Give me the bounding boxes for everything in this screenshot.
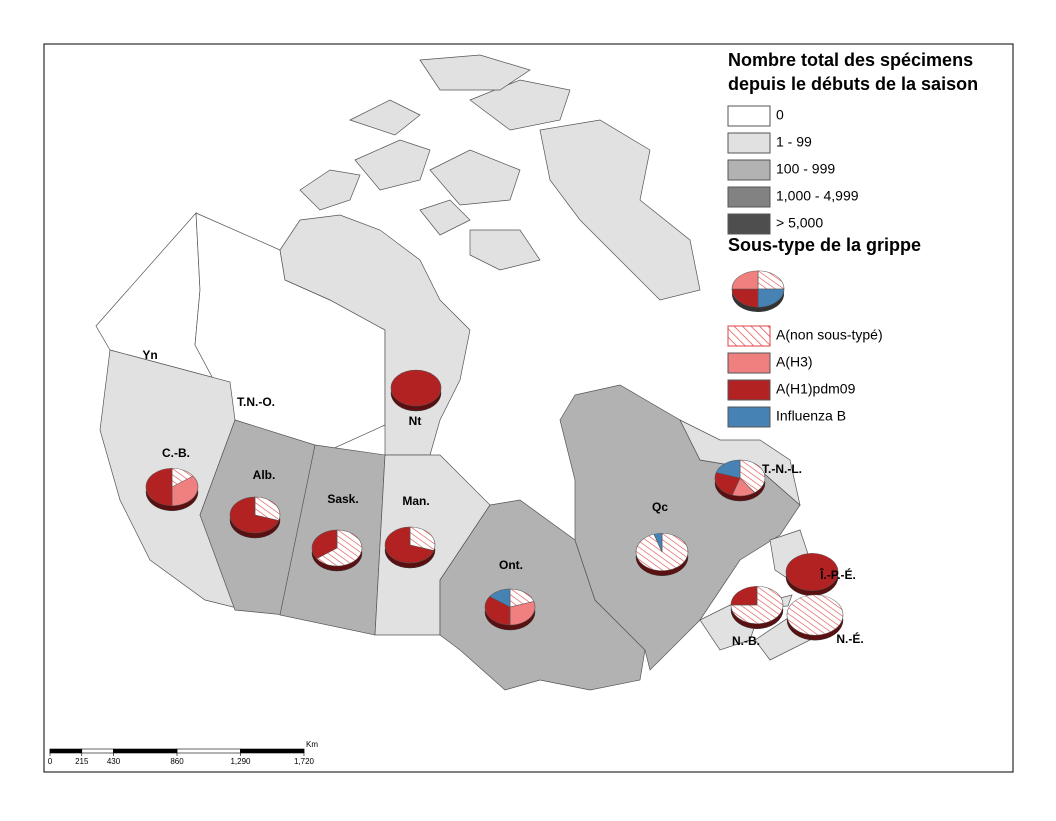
- region-label: T.N.-O.: [237, 395, 275, 409]
- pie-slice: [739, 459, 766, 493]
- pie: [145, 468, 199, 506]
- region-label: N.-É.: [836, 631, 863, 646]
- legend-swatch: [727, 132, 771, 154]
- pie-slice: [384, 526, 435, 564]
- legend-label: > 5,000: [776, 215, 823, 231]
- scale-label: 430: [107, 757, 121, 766]
- legend-pie-slice: [731, 270, 759, 290]
- region-label: Nt: [409, 414, 422, 428]
- pie: [635, 533, 689, 571]
- pie: [229, 496, 281, 534]
- pie-slice: [484, 596, 511, 626]
- pie-slice: [714, 472, 741, 496]
- pie-slice: [653, 533, 663, 553]
- pie: [311, 529, 363, 567]
- pie-slice: [730, 586, 758, 606]
- scale-segment: [176, 748, 241, 754]
- region-label: Sask.: [327, 492, 358, 506]
- pie: [785, 553, 839, 591]
- scale-label: 0: [48, 757, 53, 766]
- pie-slice: [489, 588, 511, 608]
- pie-slice: [316, 529, 363, 567]
- legend-label: A(H1)pdm09: [776, 381, 856, 397]
- scale-segment: [81, 748, 114, 754]
- region-label: Ont.: [499, 558, 523, 572]
- land: [299, 54, 701, 301]
- scale-label: 1,720: [294, 757, 315, 766]
- legend-label: 1 - 99: [776, 134, 812, 150]
- pie: [484, 588, 536, 626]
- scale-unit: Km: [306, 740, 318, 749]
- legend-pie-slice: [757, 270, 785, 290]
- legend-label: A(non sous-typé): [776, 327, 883, 343]
- legend-title: Nombre total des spécimens: [728, 50, 973, 70]
- legend-swatch: [727, 159, 771, 181]
- legend-title: depuis le débuts de la saison: [728, 74, 978, 94]
- legend-pie-slice: [731, 288, 759, 308]
- legend-swatch: [727, 186, 771, 208]
- region-label: Alb.: [253, 468, 276, 482]
- pie-slice: [145, 468, 173, 506]
- region-label: N.-B.: [732, 634, 760, 648]
- region-label: Man.: [402, 494, 429, 508]
- pie-slice: [785, 553, 839, 591]
- legend-swatch: [727, 105, 771, 127]
- pie-slice: [409, 526, 436, 551]
- legend-swatch: [727, 352, 771, 374]
- region-label: Qc: [652, 500, 668, 514]
- region-label: T.-N.-L.: [762, 462, 802, 476]
- legend-pie-slice: [757, 288, 785, 308]
- legend-label: Influenza B: [776, 408, 846, 424]
- legend-swatch: [727, 406, 771, 428]
- pie: [730, 586, 784, 624]
- legend-label: A(H3): [776, 354, 813, 370]
- scale-label: 215: [75, 757, 89, 766]
- pie-slice: [715, 459, 741, 479]
- scale-segment: [49, 748, 83, 754]
- legend-label: 1,000 - 4,999: [776, 188, 859, 204]
- arctic-islands: [299, 54, 701, 301]
- pie-slice: [171, 475, 199, 506]
- legend-swatch: [727, 213, 771, 235]
- pie: [786, 594, 844, 636]
- pie-slice: [229, 496, 280, 534]
- pie: [390, 369, 442, 407]
- pie-slice: [509, 601, 536, 626]
- region-label: Yn: [142, 348, 157, 362]
- scale-label: 860: [170, 757, 184, 766]
- pie-slice: [786, 594, 844, 636]
- pie-slice: [254, 496, 281, 521]
- pie: [714, 459, 766, 497]
- legend-pie: [731, 270, 785, 308]
- scale-segment: [240, 748, 305, 754]
- legend-swatch: [727, 379, 771, 401]
- scale-segment: [113, 748, 178, 754]
- region-label: Î.-P.-É.: [819, 567, 856, 582]
- pie: [384, 526, 436, 564]
- pie-slice: [390, 369, 442, 407]
- region-label: C.-B.: [162, 446, 190, 460]
- pie-slice: [311, 529, 338, 559]
- legend-subtitle: Sous-type de la grippe: [728, 235, 921, 255]
- scale-label: 1,290: [230, 757, 251, 766]
- legend-label: 100 - 999: [776, 161, 835, 177]
- legend-label: 0: [776, 107, 784, 123]
- legend-swatch: [727, 325, 771, 347]
